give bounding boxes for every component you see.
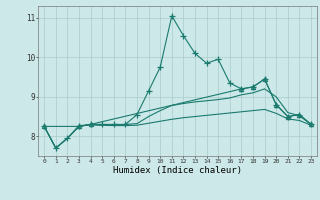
X-axis label: Humidex (Indice chaleur): Humidex (Indice chaleur) [113, 166, 242, 175]
